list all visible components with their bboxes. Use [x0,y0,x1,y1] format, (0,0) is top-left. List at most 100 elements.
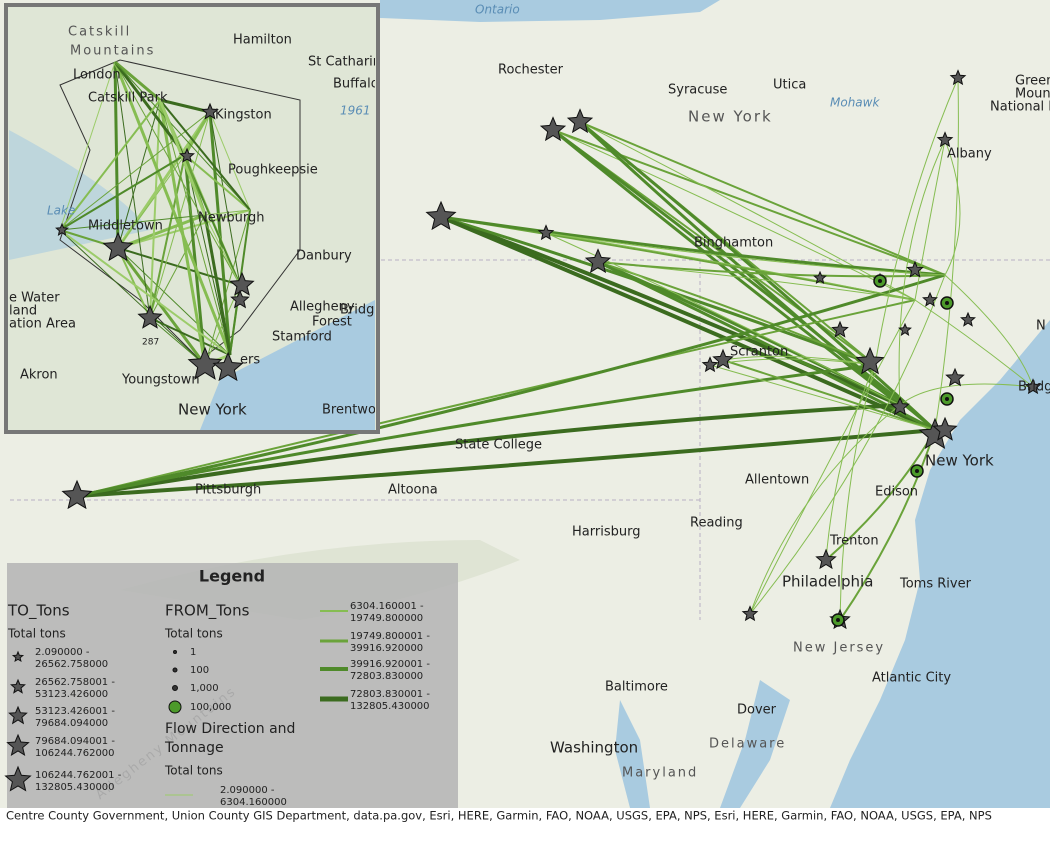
legend-star [8,705,28,725]
inset-flow [59,154,186,231]
place-label: Ontario [475,3,520,17]
star-symbol [712,348,734,370]
legend-text: 79684.094000 [35,718,108,729]
place-label: Pittsburgh [195,483,261,498]
lake-ontario [380,0,720,22]
place-label: Scranton [730,345,788,360]
flow-line [579,121,946,276]
flow-line [552,128,901,407]
inset-label: Buffalo [333,77,379,92]
place-label: N [1036,319,1046,334]
legend-text: 19749.800000 [350,613,423,624]
flow-line [76,299,916,497]
inset-label: St Catharines [308,55,396,70]
star-symbol [898,322,912,336]
legend-text: Legend [199,567,265,586]
legend-text: 72803.830000 [350,671,423,682]
place-label: Mohawk [830,96,880,110]
star-symbol [922,291,938,307]
legend-text: 39916.920001 - [350,659,430,670]
place-label: Reading [690,516,743,531]
inset-flow [113,61,232,356]
inset-sound [200,300,375,430]
place-label: Dover [737,703,777,718]
star-symbol [584,248,612,274]
origin-dot [945,397,949,401]
legend-text: 53123.426001 - [35,706,115,717]
inset-flow [209,111,251,211]
flow-line [722,359,936,431]
inset-label: Catskill Park [88,91,168,106]
legend-star [11,650,25,663]
place-label: Delaware [709,737,786,752]
star-symbol [566,108,594,134]
inset-star [187,346,223,380]
place-label: Mountain [1015,87,1054,102]
place-label: Maryland [622,766,698,781]
inset-flow [208,111,232,356]
inset-star [201,102,219,120]
flows [61,69,1042,630]
flow-line [825,364,876,561]
legend-text: 2.090000 - [220,785,275,796]
star-symbol [890,396,910,416]
inset-flow [114,60,161,102]
place-label: Albany [947,147,992,162]
star-symbol [932,416,958,441]
legend-text: 72803.830001 - [350,689,430,700]
star-symbol [906,260,924,278]
star-symbol [425,200,457,231]
inset-flow [116,111,212,249]
place-label: New York [688,108,773,126]
place-label: Toms River [899,577,972,592]
legend-text: 1 [190,647,196,658]
inset-flow [59,61,116,231]
place-label: National Fo [990,100,1054,115]
place-label: Utica [773,78,806,93]
place-label: Altoona [388,483,438,498]
inset-label: 287 [142,338,159,348]
origin-dot [878,279,882,283]
inset-flow [149,317,231,356]
place-label: Syracuse [668,83,727,98]
inset-label: e Water [9,291,60,306]
star-symbol [949,69,967,86]
inset-label: Middletown [88,219,163,234]
inset-star [212,351,244,382]
ocean [830,320,1050,808]
star-symbol [813,270,827,284]
place-label: New Jersey [793,641,885,656]
inset-label: Bridg [340,303,374,318]
inset-flow [184,154,251,211]
inset-star [55,222,69,236]
inset-star [229,271,255,296]
place-label: Harrisburg [572,525,640,540]
star-symbol [815,548,837,570]
inset-label: Youngstown [121,373,200,388]
legend-text: Flow Direction and [165,721,295,737]
star-symbol [539,116,567,142]
inset-water [9,130,150,260]
flow-line [597,260,936,432]
legend-text: 6304.160001 - [350,601,424,612]
inset-flow [158,99,207,216]
inset-flow [117,247,241,286]
star-symbol [701,356,719,373]
place-label: Binghamton [694,236,773,251]
inset-star [137,304,163,329]
flow-line [839,429,936,621]
legend-text: 1,000 [190,683,219,694]
flow-line [944,274,1034,388]
legend-text: 132805.430000 [35,782,115,793]
inset-flow [59,229,206,366]
star-symbol [1024,378,1042,395]
inset-flow [203,214,232,356]
inset-label: Newburgh [198,211,264,226]
flow-line [76,403,901,498]
star-symbol [831,320,849,338]
flow-line [579,120,937,432]
place-label: Green [1015,74,1054,89]
legend-text: 132805.430000 [350,701,430,712]
inset-flow [183,154,207,366]
